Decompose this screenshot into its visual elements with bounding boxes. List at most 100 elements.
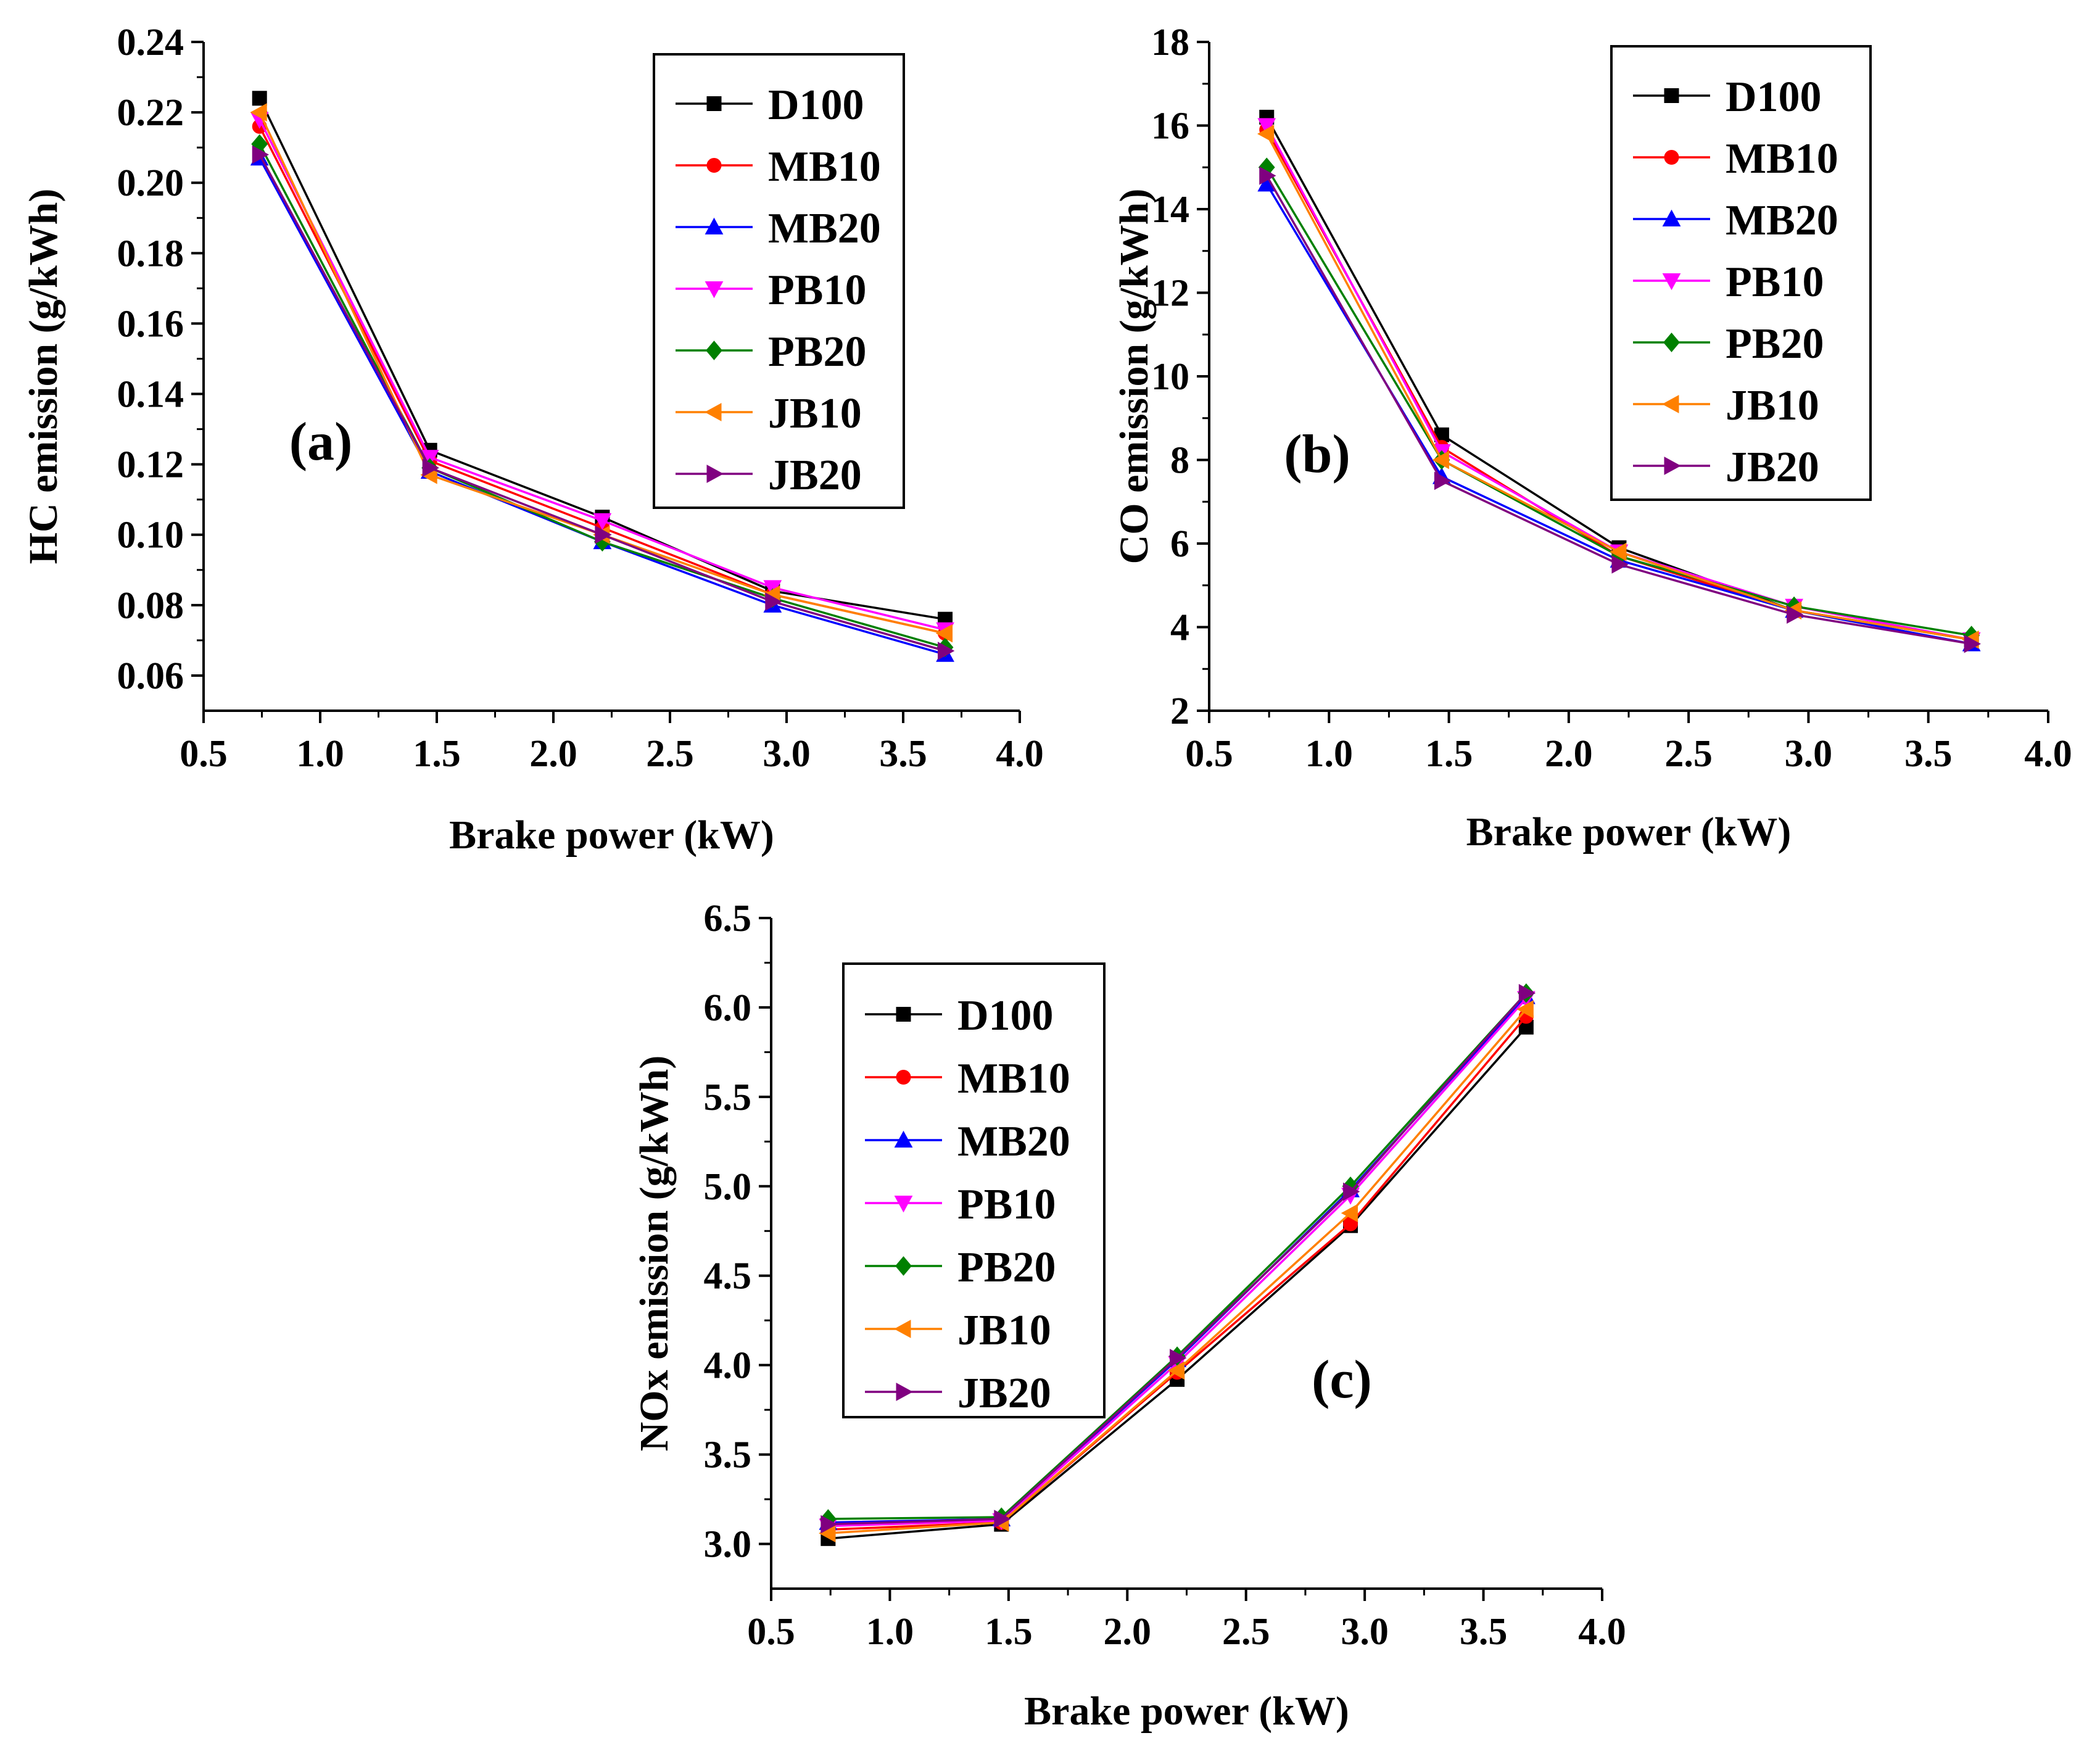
legend-box: [1610, 45, 1872, 501]
x-tick-label: 4.0: [1578, 1611, 1626, 1653]
legend-box: [842, 962, 1106, 1418]
x-tick-label: 3.5: [1904, 733, 1953, 775]
y-tick-label: 16: [1151, 105, 1189, 147]
x-tick-label: 2.0: [529, 733, 577, 775]
y-tick-label: 0.12: [117, 444, 184, 486]
legend-label: PB20: [957, 1244, 1056, 1291]
x-axis-title: Brake power (kW): [1024, 1689, 1349, 1734]
x-tick-label: 3.0: [1341, 1611, 1389, 1653]
legend-marker: [706, 96, 722, 111]
y-tick-label: 4.5: [704, 1256, 752, 1297]
y-tick-label: 4: [1170, 607, 1189, 649]
legend-label: JB10: [957, 1307, 1051, 1354]
x-tick-label: 3.0: [1785, 733, 1833, 775]
y-tick-label: 0.16: [117, 303, 184, 345]
x-tick-label: 1.5: [1425, 733, 1473, 775]
legend-marker: [894, 1320, 911, 1338]
x-tick-label: 1.5: [985, 1611, 1033, 1653]
series-jb20: [821, 983, 1536, 1534]
x-tick-label: 1.0: [866, 1611, 914, 1653]
y-tick-label: 6: [1170, 523, 1189, 565]
y-tick-label: 8: [1170, 440, 1189, 482]
data-point: [252, 145, 270, 164]
x-tick-label: 4.0: [996, 733, 1044, 775]
legend-marker: [895, 1256, 912, 1276]
legend-label: PB20: [1726, 320, 1824, 368]
y-tick-label: 5.5: [704, 1077, 752, 1119]
y-tick-label: 0.06: [117, 655, 184, 697]
legend-label: MB10: [768, 143, 881, 191]
panel-a: 0.5 1.0 1.5 2.0 2.5 3.0 3.5 4.0 0.06 0.08 0.10 0.12…: [21, 22, 1044, 858]
data-point: [994, 1510, 1011, 1528]
legend-marker: [705, 403, 722, 421]
y-axis-title: HC emission (g/kWh): [21, 189, 66, 565]
legend-label: D100: [957, 992, 1054, 1040]
y-tick-label: 5.0: [704, 1166, 752, 1208]
x-tick-label: 2.0: [1545, 733, 1593, 775]
legend-marker: [705, 281, 724, 299]
x-tick-label: 4.0: [2024, 733, 2072, 775]
series-jb20: [252, 145, 955, 660]
y-tick-label: 10: [1151, 356, 1189, 398]
panel-label: (a): [289, 412, 353, 472]
legend-marker: [706, 341, 722, 360]
data-point: [935, 624, 953, 643]
x-axis-title: Brake power (kW): [1466, 809, 1792, 854]
legend-marker: [1664, 457, 1681, 475]
data-point: [252, 91, 267, 106]
legend-marker: [896, 1070, 911, 1085]
legend-label: MB20: [1726, 197, 1838, 244]
legend: D100 MB10 MB20 PB10 PB20 JB10 JB20: [842, 962, 1106, 1418]
legend-marker: [894, 1130, 913, 1148]
data-point: [1170, 1349, 1187, 1367]
legend-marker: [894, 1196, 913, 1213]
y-axis-title: NOx emission (g/kWh): [632, 1056, 677, 1452]
data-point: [1787, 605, 1804, 624]
legend-label: PB20: [768, 328, 866, 376]
data-point: [1259, 166, 1276, 185]
legend-label: PB10: [1726, 259, 1824, 306]
data-point: [1343, 1182, 1360, 1201]
series-jb20: [1259, 166, 1981, 653]
legend-marker: [1662, 395, 1679, 413]
legend-marker: [705, 217, 724, 234]
legend-label: JB20: [957, 1370, 1051, 1417]
x-tick-label: 1.5: [413, 733, 461, 775]
data-point: [1167, 1361, 1185, 1380]
data-point: [1611, 555, 1629, 574]
x-tick-label: 0.5: [180, 733, 228, 775]
y-axis-title: CO emission (g/kWh): [1112, 189, 1157, 565]
y-tick-label: 0.08: [117, 585, 184, 627]
data-point: [1610, 542, 1627, 561]
data-point: [250, 103, 267, 122]
legend-label: MB20: [768, 205, 881, 252]
legend-marker: [1662, 209, 1681, 226]
y-tick-label: 2: [1170, 690, 1189, 732]
legend-marker: [1664, 88, 1679, 103]
y-tick-label: 6.5: [704, 898, 752, 940]
panel-label: (b): [1284, 424, 1350, 484]
y-tick-label: 18: [1151, 22, 1189, 64]
x-tick-label: 1.0: [296, 733, 344, 775]
legend-label: D100: [1726, 73, 1822, 121]
legend-label: MB10: [957, 1055, 1070, 1102]
panel-label: (c): [1312, 1350, 1372, 1410]
data-point: [765, 592, 782, 611]
y-tick-label: 3.5: [704, 1434, 752, 1476]
legend-marker: [706, 465, 724, 483]
data-point: [938, 642, 955, 660]
x-tick-label: 0.5: [747, 1611, 795, 1653]
y-tick-label: 0.18: [117, 233, 184, 275]
legend-marker: [896, 1007, 911, 1022]
y-tick-label: 0.14: [117, 374, 184, 416]
data-point: [595, 525, 612, 544]
panel-b: 0.5 1.0 1.5 2.0 2.5 3.0 3.5 4.0 2 4 6 8 10 12 14 16 18 Br…: [1112, 22, 2072, 854]
legend-label: PB10: [768, 267, 866, 314]
y-tick-label: 0.10: [117, 515, 184, 556]
y-tick-label: 3.0: [704, 1524, 752, 1566]
y-tick-label: 0.22: [117, 92, 184, 134]
x-tick-label: 1.0: [1305, 733, 1354, 775]
x-tick-label: 3.5: [879, 733, 927, 775]
x-tick-label: 3.5: [1460, 1611, 1508, 1653]
